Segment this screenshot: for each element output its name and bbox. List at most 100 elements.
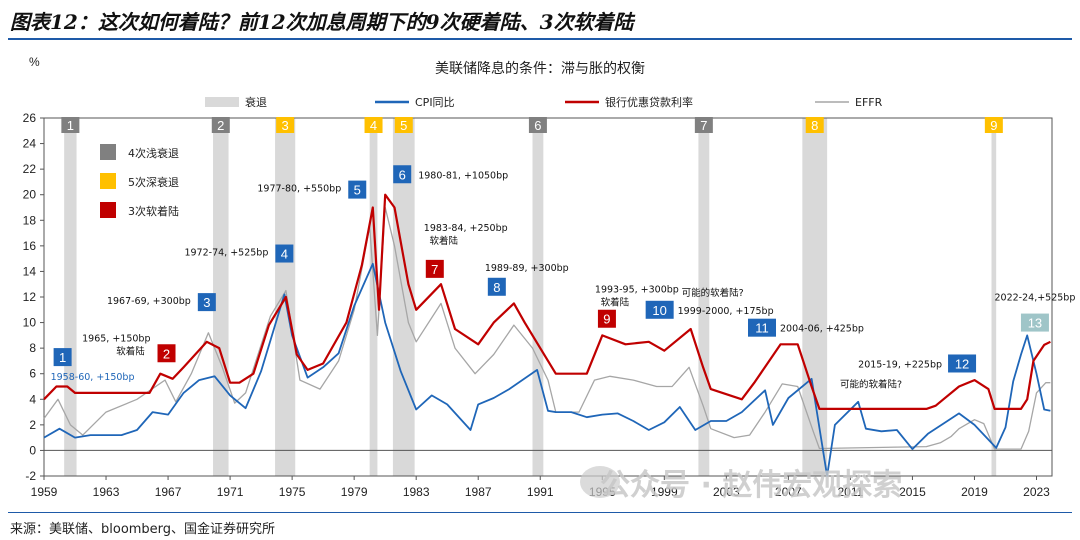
y-tick-label: 2 [29,418,36,432]
recession-band [532,118,544,476]
recession-number-box [528,117,547,133]
x-tick-label: 1991 [527,485,554,499]
bottom-rule [8,512,1072,513]
y-tick-label: 26 [23,111,37,125]
x-tick-label: 2003 [713,485,740,499]
x-tick-label: 2015 [899,485,926,499]
cycle-number: 8 [493,280,500,295]
recession-number-markers: 1 2 3 4 5 6 7 8 9 [61,117,1003,133]
recession-number: 1 [67,118,74,133]
cycle-number: 13 [1028,316,1042,331]
cycle-number: 1 [59,350,66,365]
y-tick-label: 8 [29,341,36,355]
cycle-annotation: 1999-2000, +175bp [678,306,774,317]
chart-title: 美联储降息的条件：滞与胀的权衡 [435,60,645,77]
recession-number: 8 [811,118,818,133]
source-note: 来源：美联储、bloomberg、国金证券研究所 [10,522,276,537]
cycle-annotation: 1993-95, +300bp [595,285,679,296]
side-legend-label: 5次深衰退 [128,175,179,189]
cycle-number: 5 [354,183,361,198]
recession-band [369,118,378,476]
cycle-number-box [275,244,294,263]
cycle-number-box [487,277,506,296]
legend-label: 衰退 [245,95,267,109]
cycle-number-box [197,293,216,312]
legend-label: CPI同比 [415,96,455,109]
y-tick-label: 6 [29,367,36,381]
x-tick-label: 2019 [961,485,988,499]
cycle-annotation-sub: 可能的软着陆? [840,378,902,390]
chart-svg: 美联储降息的条件：滞与胀的权衡 % 衰退 CPI同比 银行优惠贷款利率 EFFR -2… [23,55,1076,499]
cycle-number: 2 [163,346,170,361]
watermark: 公众号 · 赵伟宏观探索 [600,468,903,503]
x-tick-label: 1999 [651,485,678,499]
cycle-number-box [425,259,444,278]
cycle-number-box [393,165,412,184]
recession-number: 9 [990,118,997,133]
cycle-annotation: 2015-19, +225bp [858,359,942,370]
cycle-number-box [157,344,176,363]
cycle-annotation: 1967-69, +300bp [107,296,191,307]
cycle-annotation: 1972-74, +525bp [184,248,268,259]
side-legend: 4次浅衰退 5次深衰退 3次软着陆 [100,144,179,218]
cycle-number-box [1020,313,1049,332]
recession-number-box [276,117,295,133]
top-legend: 衰退 CPI同比 银行优惠贷款利率 EFFR [205,95,883,109]
cycle-number: 4 [281,247,288,262]
x-tick-label: 1967 [155,485,182,499]
y-tick-label: 20 [23,188,37,202]
cycle-annotation: 1980-81, +1050bp [418,170,508,181]
cycle-number: 11 [755,321,769,336]
y-tick-label: 16 [23,239,37,253]
cycle-number-box [53,348,72,367]
cycle-annotation: 2004-06, +425bp [780,324,864,335]
title-rule [8,38,1072,40]
cycle-annotation: 1983-84, +250bp [424,223,508,234]
x-tick-label: 2023 [1023,485,1050,499]
cycle-number: 6 [399,167,406,182]
series-line-effr [43,206,1051,450]
cycle-number-box [748,318,777,337]
plot-frame [43,117,1053,477]
recession-band [64,118,77,476]
series-line-cpi [43,262,1051,477]
cycle-number: 3 [203,295,210,310]
cycle-number-box [348,180,367,199]
recession-number-box [364,117,383,133]
y-tick-label: 22 [23,162,37,176]
y-axis-unit: % [29,55,40,69]
x-tick-label: 1979 [341,485,368,499]
x-tick-label: 1971 [217,485,244,499]
recession-number: 6 [534,118,541,133]
cycle-number-box [597,309,616,328]
cycle-annotation-sub: 软着陆 [430,235,459,247]
cycle-annotation: 1958-60, +150bp [51,372,135,383]
series-lines [43,193,1051,477]
recession-number-box [394,117,413,133]
y-tick-label: 12 [23,290,37,304]
recession-number: 7 [700,118,707,133]
legend-label: EFFR [855,96,883,109]
recession-number-box [211,117,230,133]
recession-number: 2 [217,118,224,133]
side-legend-swatch [100,173,116,189]
series-line-prime-rate [43,193,1051,410]
cycle-number-box [948,354,977,373]
cycle-annotation: 1965, +150bp [82,333,150,344]
cycle-annotation: 1977-80, +550bp [257,184,341,195]
recession-number: 4 [370,118,377,133]
cycle-number: 12 [955,356,969,371]
legend-label: 银行优惠贷款利率 [605,95,693,109]
side-legend-swatch [100,202,116,218]
x-tick-label: 2011 [837,485,863,499]
y-tick-label: 24 [23,137,37,151]
x-tick-label: 2007 [775,485,802,499]
x-tick-label: 1975 [279,485,306,499]
recession-number: 5 [400,118,407,133]
side-legend-label: 4次浅衰退 [128,146,179,160]
recession-band [698,118,710,476]
recession-number: 3 [282,118,289,133]
recession-band [213,118,229,476]
y-tick-label: 18 [23,213,37,227]
